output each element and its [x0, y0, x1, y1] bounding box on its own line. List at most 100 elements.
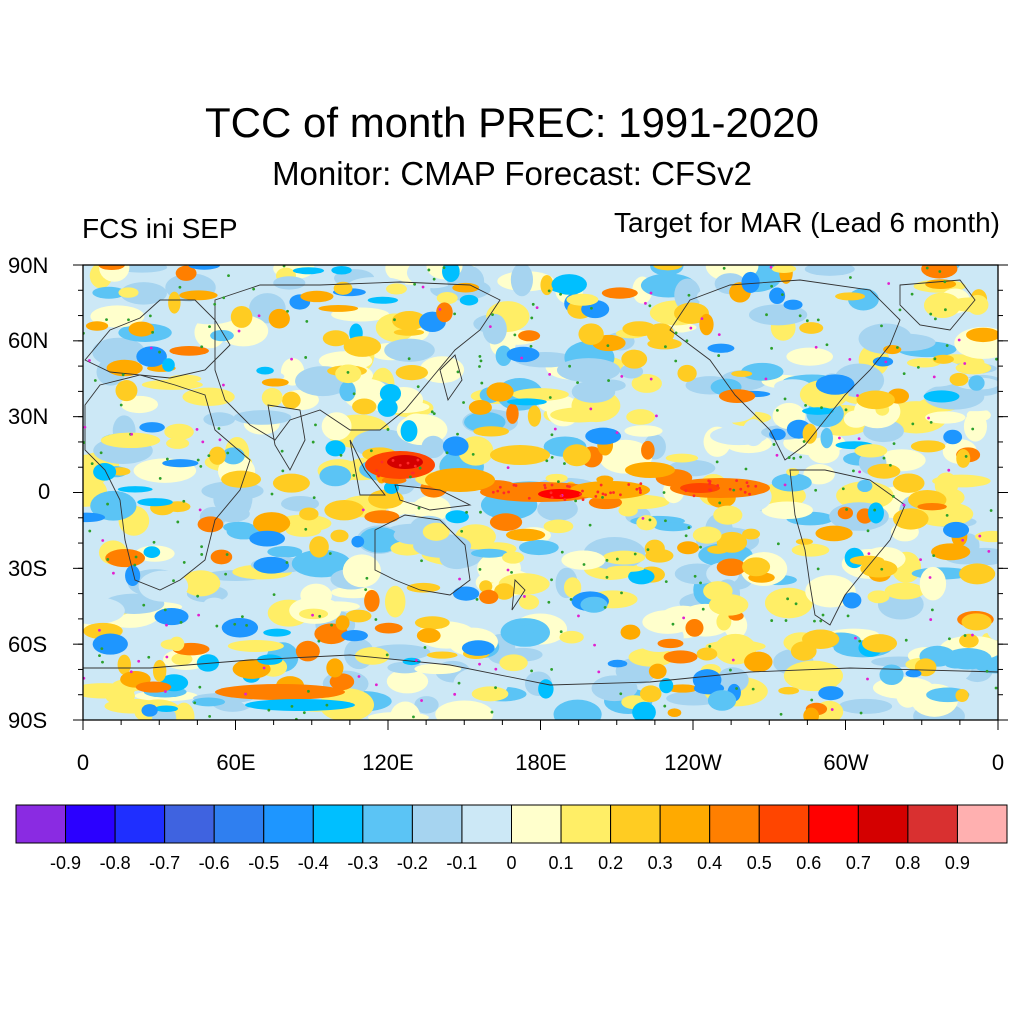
colorbar-tick-label: 0.3: [647, 853, 673, 873]
stipple-negative: [548, 372, 552, 376]
stipple-strong: [739, 487, 743, 491]
stipple-positive: [751, 687, 755, 691]
field-patch: [138, 570, 189, 602]
field-patch: [421, 435, 445, 459]
field-patch: [923, 292, 961, 319]
field-patch: [934, 472, 959, 499]
stipple-strong: [627, 483, 631, 486]
field-patch: [92, 286, 126, 299]
field-patch: [949, 372, 969, 387]
field-patch: [390, 289, 412, 309]
stipple-positive: [460, 529, 464, 533]
significance-stippling: [83, 265, 998, 720]
stipple-positive: [930, 608, 934, 612]
colorbar-swatch: [709, 804, 760, 844]
field-patch: [392, 311, 427, 331]
stipple-positive: [588, 523, 592, 527]
field-patch: [905, 669, 922, 678]
stipple-positive: [607, 379, 610, 382]
stipple-positive: [784, 619, 788, 622]
stipple-strong: [527, 496, 531, 500]
stipple-positive: [479, 510, 482, 514]
field-patch: [486, 382, 514, 402]
field-patch: [210, 549, 233, 565]
stipple-positive: [620, 591, 623, 595]
stipple-negative: [593, 643, 596, 647]
stipple-positive: [317, 639, 321, 643]
stipple-positive: [270, 492, 274, 496]
field-patch: [188, 265, 221, 270]
field-patch: [459, 294, 479, 306]
field-patch: [815, 525, 853, 542]
stipple-positive: [563, 462, 566, 465]
field-patch: [471, 686, 509, 702]
field-patch: [601, 287, 638, 299]
field-patch: [657, 638, 684, 649]
field-patch: [354, 647, 390, 665]
stipple-negative: [978, 534, 982, 538]
stipple-positive: [813, 619, 816, 623]
field-patch: [154, 608, 189, 626]
stipple-positive: [267, 708, 271, 712]
stipple-positive: [200, 553, 204, 556]
stipple-negative: [112, 571, 115, 575]
stipple-negative: [682, 616, 686, 620]
stipple-positive: [456, 432, 459, 436]
stipple-strong: [406, 461, 410, 465]
stipple-positive: [794, 602, 798, 606]
field-patch: [495, 345, 512, 367]
field-patch: [232, 659, 271, 679]
stipple-negative: [987, 550, 991, 553]
colorbar-swatch: [907, 804, 958, 844]
lon-label-0: 0: [76, 750, 90, 775]
field-patch: [292, 267, 325, 275]
stipple-negative: [717, 333, 721, 336]
field-patch: [731, 370, 753, 377]
field-patch: [445, 510, 469, 524]
stipple-negative: [961, 538, 965, 542]
field-patch: [628, 647, 675, 667]
stipple-strong: [612, 491, 615, 494]
stipple-negative: [197, 613, 201, 617]
stipple-positive: [932, 554, 936, 558]
stipple-positive: [172, 579, 175, 583]
stipple-strong: [708, 480, 712, 483]
field-patch: [92, 337, 146, 367]
lon-label-0-east: 0: [991, 750, 1005, 775]
stipple-positive: [687, 526, 691, 529]
field-patch: [910, 440, 946, 453]
stipple-positive: [494, 686, 497, 690]
field-patch: [606, 565, 645, 573]
stipple-positive: [478, 355, 482, 358]
field-patch: [956, 449, 971, 468]
stipple-positive: [605, 575, 609, 579]
field-patch: [272, 473, 310, 493]
field-patch: [515, 624, 545, 633]
field-patch: [602, 550, 646, 565]
stipple-positive: [775, 408, 779, 412]
field-patch: [829, 318, 861, 339]
stipple-negative: [506, 568, 510, 572]
stipple-positive: [339, 453, 343, 457]
stipple-positive: [412, 715, 415, 719]
stipple-positive: [151, 330, 154, 334]
stipple-positive: [671, 622, 675, 626]
colorbar-swatch: [511, 804, 562, 844]
field-patch: [959, 633, 979, 648]
stipple-negative: [884, 360, 888, 364]
colorbar-swatch: [857, 804, 909, 844]
field-patch: [802, 629, 840, 649]
field-patch: [85, 321, 109, 331]
target-label: Target for MAR (Lead 6 month): [614, 207, 1000, 238]
stipple-strong: [377, 474, 380, 478]
stipple-positive: [196, 594, 200, 598]
field-patch: [141, 704, 158, 717]
field-patch: [540, 274, 554, 296]
stipple-negative: [198, 508, 202, 512]
stipple-positive: [207, 454, 211, 458]
stipple-positive: [735, 687, 738, 690]
stipple-positive: [858, 639, 862, 643]
stipple-positive: [227, 274, 230, 278]
stipple-positive: [619, 692, 623, 696]
